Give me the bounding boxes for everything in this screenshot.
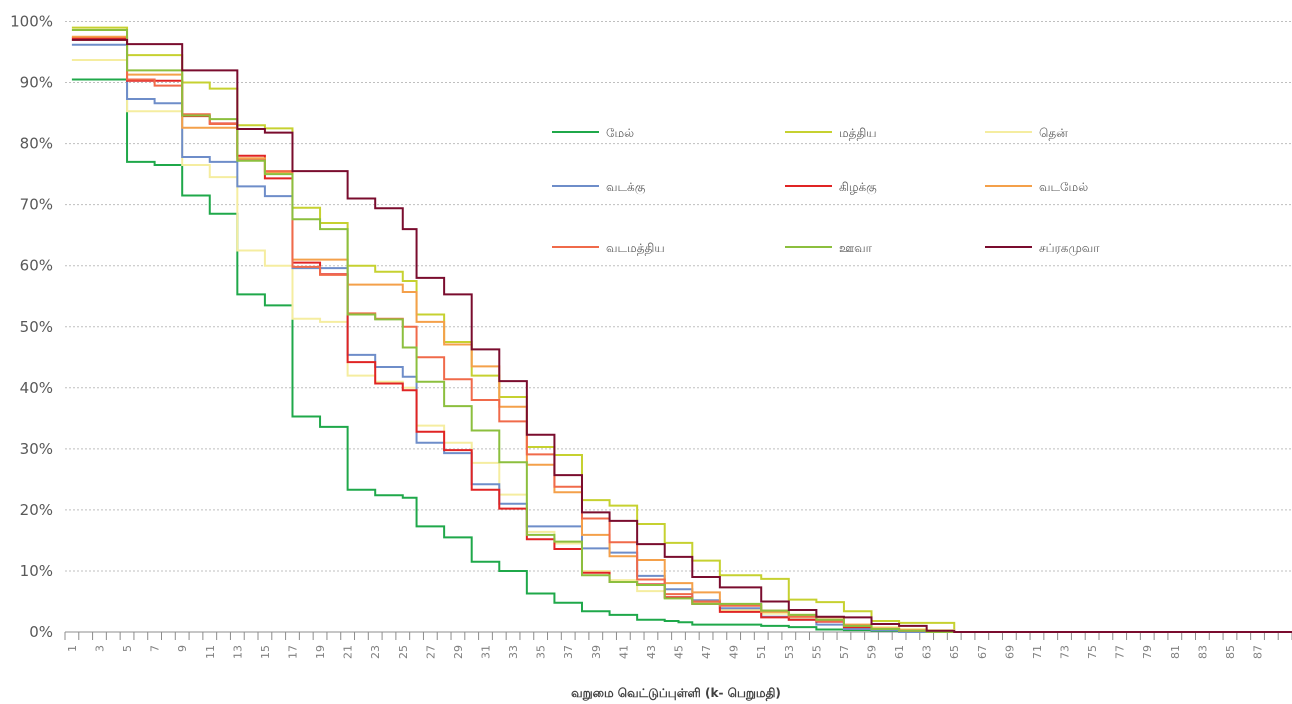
- x-tick-label: 59: [866, 645, 879, 659]
- y-tick-label: 0%: [29, 623, 53, 641]
- x-tick-label: 33: [507, 645, 520, 659]
- x-tick-label: 45: [673, 645, 686, 659]
- x-axis-title: வறுமை வெட்டுப்புள்ளி (k- பெறுமதி): [571, 686, 781, 701]
- x-tick-label: 43: [645, 645, 658, 659]
- y-tick-label: 30%: [20, 440, 53, 458]
- legend-label: ஊவா: [839, 241, 873, 255]
- x-tick-label: 15: [259, 645, 272, 659]
- y-tick-label: 50%: [20, 318, 53, 336]
- series-lines: [71, 26, 1292, 633]
- x-tick-label: 51: [755, 645, 768, 659]
- x-tick-label: 47: [700, 645, 713, 659]
- legend-label: கிழக்கு: [839, 180, 877, 194]
- series-line: [71, 29, 1292, 633]
- x-tick-label: 7: [149, 645, 162, 652]
- x-tick-label: 3: [93, 645, 106, 652]
- series-line: [71, 43, 1292, 633]
- y-tick-label: 60%: [20, 257, 53, 275]
- y-axis-tick-labels: 0% 10% 20% 30% 40% 50% 60% 70% 80% 90% 100%: [10, 13, 53, 642]
- series-line: [71, 58, 1292, 633]
- legend-label: வடக்கு: [606, 180, 646, 194]
- x-tick-label: 79: [1141, 645, 1154, 659]
- x-tick-label: 73: [1059, 645, 1072, 659]
- y-tick-label: 80%: [20, 135, 53, 153]
- x-tick-label: 29: [452, 645, 465, 659]
- y-tick-label: 20%: [20, 501, 53, 519]
- legend-label: சப்ரகமுவா: [1039, 241, 1100, 256]
- series-line: [71, 26, 1292, 633]
- y-tick-label: 70%: [20, 196, 53, 214]
- x-tick-label: 87: [1252, 645, 1265, 659]
- x-tick-label: 83: [1196, 645, 1209, 659]
- x-tick-label: 5: [121, 645, 134, 652]
- x-tick-label: 11: [204, 645, 217, 659]
- x-tick-label: 35: [535, 645, 548, 659]
- x-tick-label: 67: [976, 645, 989, 659]
- x-tick-label: 23: [369, 645, 382, 659]
- x-tick-label: 25: [397, 645, 410, 659]
- x-tick-label: 71: [1031, 645, 1044, 659]
- x-tick-label: 77: [1114, 645, 1127, 659]
- x-tick-label: 69: [1003, 645, 1016, 659]
- x-tick-label: 49: [728, 645, 741, 659]
- x-tick-label: 55: [810, 645, 823, 659]
- x-tick-label: 61: [893, 645, 906, 659]
- series-line: [71, 78, 1292, 633]
- legend-label: வடமத்திய: [606, 241, 665, 255]
- legend-label: வடமேல்: [1039, 180, 1088, 194]
- x-tick-label: 41: [617, 645, 630, 659]
- y-tick-label: 100%: [10, 13, 53, 31]
- x-tick-label: 81: [1169, 645, 1182, 659]
- x-tick-label: 37: [562, 645, 575, 659]
- x-tick-label: 19: [314, 645, 327, 659]
- legend-label: மேல்: [606, 126, 634, 140]
- x-tick-label: 21: [342, 645, 355, 659]
- y-tick-label: 90%: [20, 74, 53, 92]
- x-tick-label: 31: [479, 645, 492, 659]
- x-axis: 1 3 5 7 9 11 13 15 17 19 21 23 25 27 29 31 33 35 37 39 41 43 4…: [64, 631, 1292, 659]
- legend: மேல் மத்திய தென் வடக்கு கிழக்கு வடமேல் வடமத்தி…: [552, 126, 1100, 256]
- x-tick-label: 65: [948, 645, 961, 659]
- x-tick-label: 75: [1086, 645, 1099, 659]
- x-tick-label: 17: [286, 645, 299, 659]
- x-tick-label: 9: [176, 645, 189, 652]
- x-tick-label: 13: [231, 645, 244, 659]
- y-tick-label: 10%: [20, 562, 53, 580]
- x-tick-label: 1: [66, 645, 79, 652]
- series-line: [71, 38, 1292, 633]
- x-tick-label: 27: [424, 645, 437, 659]
- gridlines: [65, 21, 1292, 572]
- legend-label: மத்திய: [839, 126, 877, 140]
- x-tick-label: 63: [921, 645, 934, 659]
- x-tick-label: 85: [1224, 645, 1237, 659]
- legend-label: தென்: [1039, 126, 1068, 140]
- x-tick-label: 53: [783, 645, 796, 659]
- x-tick-label: 57: [838, 645, 851, 659]
- y-tick-label: 40%: [20, 379, 53, 397]
- x-tick-label: 39: [590, 645, 603, 659]
